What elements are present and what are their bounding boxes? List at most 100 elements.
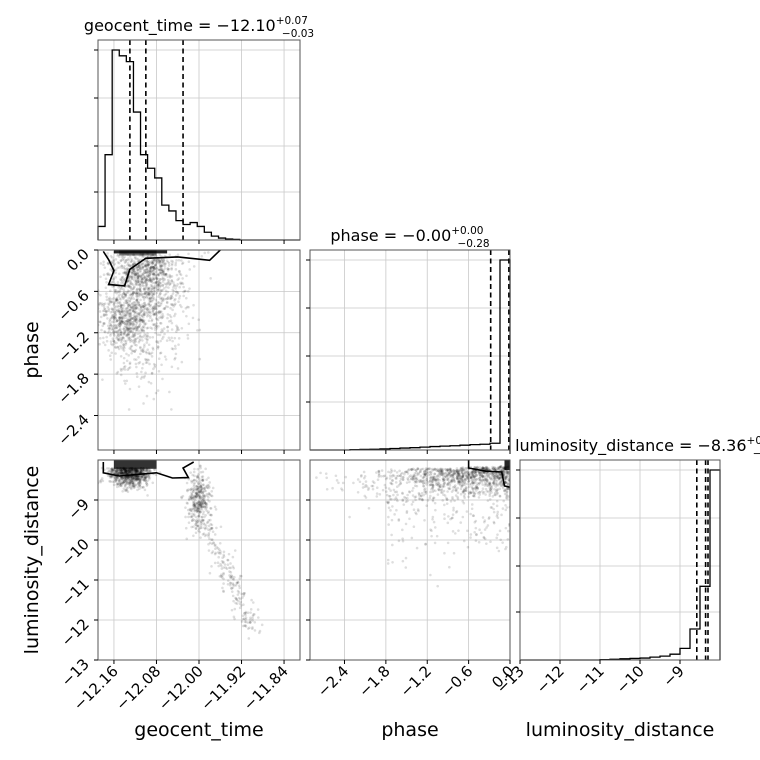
sample-point xyxy=(138,288,142,292)
sample-point xyxy=(442,478,445,482)
sample-point xyxy=(145,270,148,274)
sample-point xyxy=(441,472,445,476)
sample-point xyxy=(149,297,153,300)
sample-point xyxy=(127,289,131,293)
sample-point xyxy=(490,486,493,489)
sample-point xyxy=(149,265,153,269)
sample-point xyxy=(145,278,149,281)
sample-point xyxy=(184,506,187,510)
sample-point xyxy=(467,472,471,476)
sample-point xyxy=(109,332,113,335)
sample-point xyxy=(120,277,124,280)
sample-point xyxy=(226,563,230,566)
sample-point xyxy=(136,327,139,331)
sample-point xyxy=(105,335,108,339)
sample-point xyxy=(191,507,195,510)
sample-point xyxy=(139,263,143,267)
sample-point xyxy=(243,624,247,628)
sample-point xyxy=(145,290,149,293)
sample-point xyxy=(158,288,161,291)
sample-point xyxy=(423,469,427,473)
sample-point xyxy=(493,487,496,491)
sample-point xyxy=(481,478,485,481)
sample-point xyxy=(424,472,428,476)
sample-point xyxy=(148,278,151,282)
sample-point xyxy=(194,502,197,505)
sample-point xyxy=(146,265,150,269)
sample-point xyxy=(147,286,150,290)
sample-point xyxy=(132,484,136,487)
sample-point xyxy=(319,471,322,475)
sample-point xyxy=(375,471,378,474)
sample-point xyxy=(231,594,235,598)
sample-point xyxy=(126,490,130,494)
sample-point xyxy=(136,485,140,489)
sample-point xyxy=(116,329,120,333)
sample-point xyxy=(174,287,177,290)
sample-point xyxy=(454,494,458,497)
sample-point xyxy=(208,493,212,496)
sample-point xyxy=(112,302,116,305)
sample-point xyxy=(387,506,391,510)
sample-point xyxy=(143,292,147,296)
sample-point xyxy=(471,473,475,477)
sample-point xyxy=(174,268,178,271)
sample-point xyxy=(134,483,137,487)
sample-point xyxy=(189,488,193,491)
sample-point xyxy=(218,541,222,545)
sample-point xyxy=(184,289,187,293)
sample-point xyxy=(436,480,439,483)
sample-point xyxy=(153,364,157,367)
sample-point xyxy=(147,279,151,282)
sample-point xyxy=(203,251,207,255)
sample-point xyxy=(207,484,211,487)
sample-point xyxy=(481,466,485,470)
sample-point xyxy=(475,533,478,536)
sample-point xyxy=(498,481,502,485)
sample-point xyxy=(152,272,155,276)
sample-point xyxy=(443,472,447,475)
sample-point xyxy=(128,282,132,286)
sample-point xyxy=(136,257,140,261)
sample-point xyxy=(193,481,196,485)
sample-point xyxy=(121,343,125,347)
sample-point xyxy=(197,514,201,518)
sample-point xyxy=(458,480,461,483)
sample-point xyxy=(461,472,465,476)
sample-point xyxy=(482,535,486,539)
sample-point xyxy=(128,328,131,331)
sample-point xyxy=(362,476,366,480)
sample-point xyxy=(187,477,191,481)
sample-point xyxy=(192,500,195,504)
sample-point xyxy=(460,466,464,470)
sample-point xyxy=(150,287,154,291)
sample-point xyxy=(128,278,131,281)
sample-point xyxy=(177,277,181,280)
sample-point xyxy=(459,480,463,483)
sample-point xyxy=(126,482,129,486)
sample-point xyxy=(152,292,156,296)
sample-point xyxy=(135,274,139,277)
sample-point xyxy=(135,266,139,270)
sample-point xyxy=(201,493,205,497)
sample-point xyxy=(452,471,456,475)
sample-point xyxy=(242,617,246,621)
sample-point xyxy=(431,486,434,489)
sample-point xyxy=(107,327,110,330)
sample-point xyxy=(466,472,470,476)
sample-point xyxy=(163,267,167,270)
sample-point xyxy=(418,497,421,500)
sample-point xyxy=(196,506,199,510)
sample-point xyxy=(128,299,132,302)
sample-point xyxy=(117,307,121,311)
sample-point xyxy=(133,469,136,473)
sample-point xyxy=(115,478,119,482)
sample-point xyxy=(111,337,115,341)
sample-point xyxy=(462,474,465,478)
sample-point xyxy=(153,312,157,316)
sample-point xyxy=(119,278,122,281)
sample-point xyxy=(131,468,134,472)
sample-point xyxy=(237,591,241,594)
sample-point xyxy=(415,471,418,475)
sample-point xyxy=(127,314,131,318)
